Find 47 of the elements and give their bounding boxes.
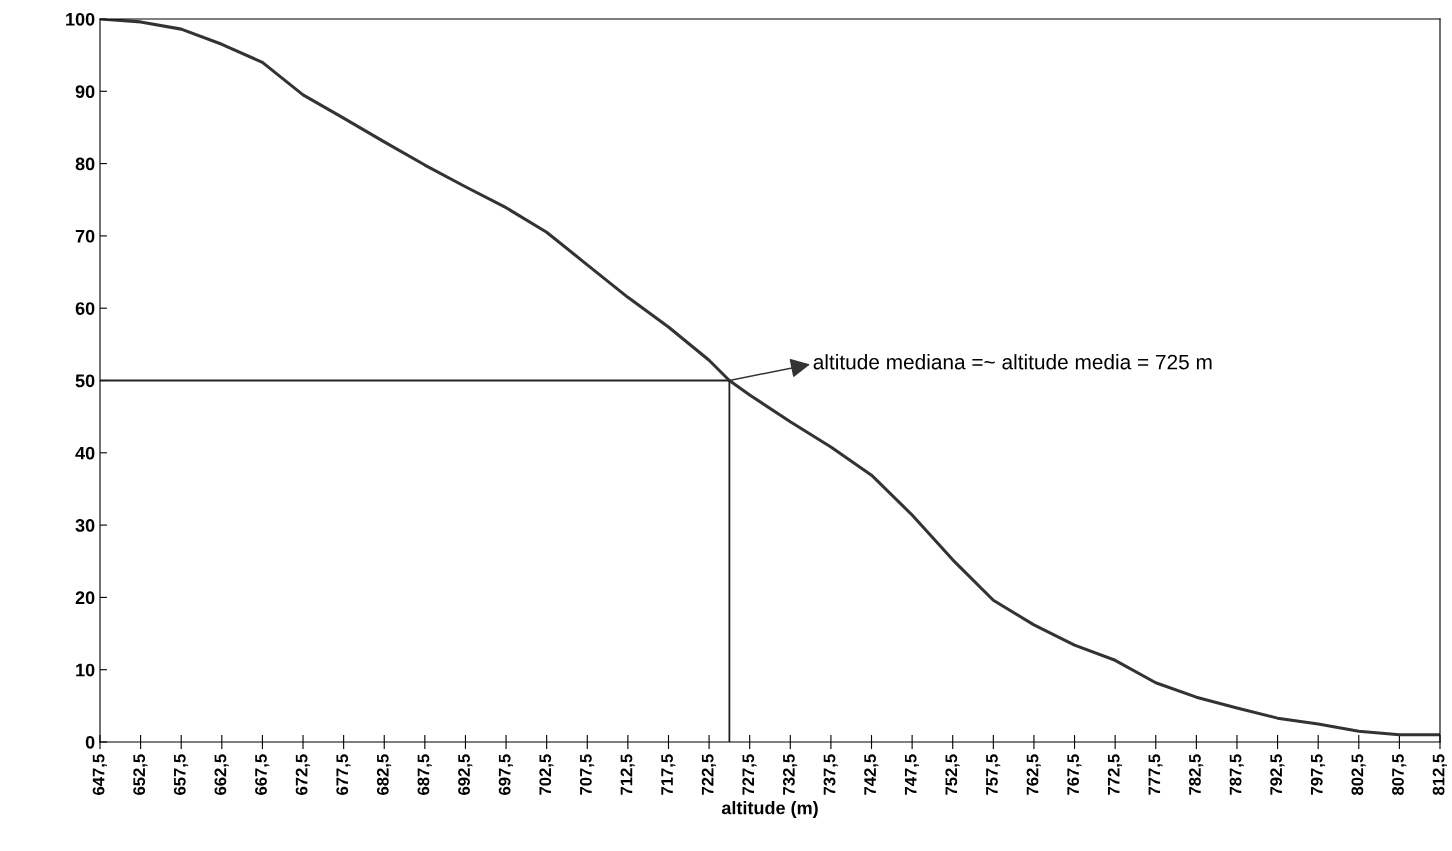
annotation: altitude mediana =~ altitude media = 725 m: [813, 354, 1212, 370]
x-tick-label: 762,5: [1026, 754, 1041, 795]
y-tick-label: 100: [66, 12, 95, 26]
x-tick-label: 752,5: [945, 754, 960, 795]
x-tick-label: 792,5: [1270, 754, 1285, 795]
x-tick-label: 677,5: [336, 754, 351, 795]
x-tick-label: 782,5: [1189, 754, 1204, 795]
x-tick-label: 687,5: [417, 754, 432, 795]
x-tick-label: 727,5: [742, 754, 757, 795]
x-tick-label: 787,5: [1229, 754, 1244, 795]
y-tick-label: 60: [75, 302, 95, 315]
x-tick-label: 722,5: [701, 754, 716, 795]
x-tick-label: 732,5: [782, 754, 798, 795]
x-axis-title: altitude (m): [721, 801, 818, 818]
x-tick-label: 797,5: [1310, 754, 1326, 795]
x-tick-label: 812,5: [1432, 754, 1447, 795]
x-tick-label: 697,5: [498, 754, 513, 795]
x-tick-label: 712,5: [620, 754, 635, 795]
x-tick-label: 767,5: [1067, 754, 1082, 795]
x-tick-label: 702,5: [539, 754, 554, 795]
x-tick-label: 672,5: [295, 754, 310, 795]
x-tick-label: 657,5: [173, 754, 189, 795]
x-tick-label: 647,5: [92, 754, 107, 795]
x-tick-label: 742,5: [864, 754, 879, 795]
y-tick-label: 80: [75, 157, 95, 171]
x-tick-label: 737,5: [823, 754, 838, 795]
x-tick-label: 802,5: [1351, 754, 1366, 795]
x-tick-label: 662,5: [214, 754, 229, 795]
y-tick-label: 90: [75, 85, 95, 99]
y-tick-label: 10: [76, 663, 95, 677]
x-tick-label: 747,5: [904, 754, 920, 795]
x-tick-label: 717,5: [661, 754, 676, 795]
y-tick-label: 40: [75, 446, 95, 460]
x-tick-label: 772,5: [1107, 754, 1123, 795]
y-tick-label: 50: [75, 374, 95, 388]
x-tick-label: 777,5: [1148, 754, 1163, 795]
x-tick-label: 707,5: [579, 754, 595, 795]
x-tick-label: 807,5: [1392, 754, 1407, 795]
x-tick-label: 667,5: [255, 754, 270, 795]
x-tick-label: 682,5: [376, 754, 392, 795]
x-tick-label: 757,5: [986, 754, 1001, 795]
y-tick-label: 70: [75, 229, 95, 243]
y-tick-label: 20: [75, 591, 95, 605]
y-tick-label: 0: [85, 735, 95, 749]
y-tick-label: 30: [75, 519, 95, 532]
x-tick-label: 652,5: [133, 754, 148, 795]
x-tick-label: 692,5: [458, 754, 473, 795]
